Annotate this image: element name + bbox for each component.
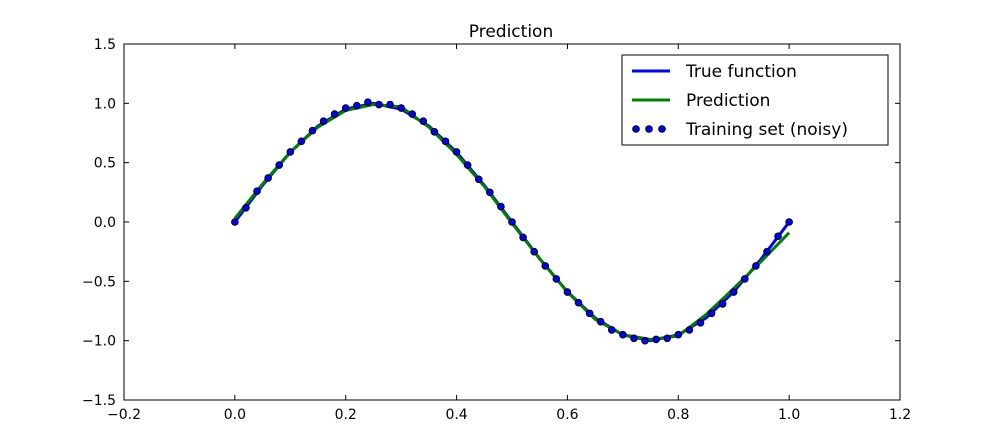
training-point (685, 326, 694, 334)
training-point (652, 335, 660, 344)
training-point (574, 298, 583, 307)
y-tick-label: 0.5 (94, 156, 116, 172)
training-point (242, 203, 250, 212)
training-point (330, 110, 339, 118)
training-point (674, 330, 683, 339)
training-point (774, 232, 782, 241)
legend: True function Prediction Training set (noi… (621, 54, 889, 146)
series-training-set-noisy (231, 98, 793, 345)
chart-title: Prediction (469, 22, 553, 42)
training-point (508, 218, 516, 226)
training-point (419, 117, 428, 125)
training-point (463, 161, 472, 169)
training-point (497, 202, 505, 211)
x-tick-label: 1.2 (889, 407, 911, 423)
legend-marker-training-set-noisy (632, 125, 640, 133)
training-point (308, 126, 317, 135)
training-point (785, 218, 793, 226)
training-point (386, 100, 394, 109)
legend-marker-training-set-noisy (658, 125, 666, 133)
x-tick-label: 0.6 (556, 407, 578, 423)
y-tick-label: 1.5 (94, 37, 116, 53)
training-point (530, 247, 538, 256)
x-tick-label: 0.2 (335, 407, 357, 423)
training-point (441, 137, 450, 146)
legend-label-training-set-noisy: Training set (noisy) (685, 120, 848, 140)
training-point (452, 148, 461, 156)
training-point (253, 187, 261, 195)
training-point (474, 175, 483, 184)
training-point (563, 288, 572, 296)
training-point (641, 336, 649, 345)
training-point (264, 174, 272, 182)
training-point (696, 319, 705, 327)
training-point (286, 148, 295, 156)
training-point (397, 104, 405, 112)
y-tick-label: −1.0 (82, 334, 116, 350)
training-point (541, 262, 550, 270)
training-point (297, 137, 306, 146)
legend-label-true-function: True function (685, 62, 797, 82)
y-tick-label: −1.5 (82, 393, 116, 409)
y-tick-label: 0.0 (94, 215, 116, 231)
training-point (353, 101, 361, 110)
legend-marker-training-set-noisy (645, 125, 653, 133)
training-point (519, 233, 527, 242)
x-tick-label: 0.4 (445, 407, 467, 423)
training-point (729, 288, 738, 296)
training-point (741, 275, 749, 283)
training-point (619, 330, 627, 339)
training-point (607, 326, 616, 334)
x-tick-label: 0.0 (224, 407, 246, 423)
training-point (552, 275, 561, 283)
legend-label-prediction: Prediction (686, 91, 770, 111)
training-point (486, 188, 494, 197)
training-point (319, 117, 328, 125)
training-point (585, 309, 594, 318)
training-point (763, 247, 771, 256)
y-tick-label: 1.0 (94, 96, 116, 112)
training-point (596, 317, 605, 326)
training-point (430, 128, 439, 136)
training-point (630, 334, 638, 343)
x-tick-label: 0.8 (667, 407, 689, 423)
training-point (364, 98, 372, 106)
training-point (375, 100, 383, 109)
training-point (663, 334, 672, 343)
training-point (275, 161, 284, 169)
x-tick-label: −0.2 (107, 407, 141, 423)
training-point (341, 104, 350, 112)
training-point (707, 309, 716, 318)
y-tick-label: −0.5 (82, 274, 116, 290)
training-point (231, 218, 239, 226)
training-point (408, 110, 417, 118)
x-tick-label: 1.0 (778, 407, 800, 423)
training-point (752, 262, 760, 270)
training-point (718, 300, 727, 308)
